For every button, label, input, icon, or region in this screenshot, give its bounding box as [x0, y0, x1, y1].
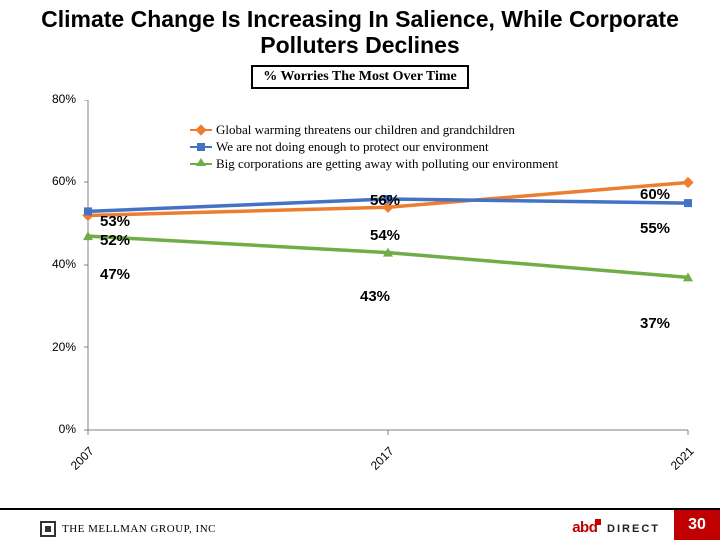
legend-label: Global warming threatens our children an…	[216, 122, 515, 138]
line-chart: 80% 60% 40% 20% 0%	[40, 100, 700, 480]
slide-title: Climate Change Is Increasing In Salience…	[0, 0, 720, 59]
legend-label: We are not doing enough to protect our e…	[216, 139, 489, 155]
mellman-logo: THE MELLMAN GROUP, INC	[40, 521, 216, 537]
legend-label: Big corporations are getting away with p…	[216, 156, 558, 172]
mellman-logo-text: THE MELLMAN GROUP, INC	[62, 523, 216, 535]
data-label: 47%	[100, 266, 130, 283]
abd-direct-logo: abd DIRECT	[572, 519, 660, 536]
data-label: 56%	[370, 192, 400, 209]
mellman-logo-glyph	[40, 521, 56, 537]
legend-item-big-corp: Big corporations are getting away with p…	[190, 156, 558, 172]
data-label: 37%	[640, 315, 670, 332]
chart-legend: Global warming threatens our children an…	[190, 122, 558, 173]
abd-square-icon	[595, 519, 601, 525]
direct-text: DIRECT	[607, 523, 660, 535]
data-label: 60%	[640, 186, 670, 203]
legend-item-global-warming: Global warming threatens our children an…	[190, 122, 558, 138]
abd-text: abd	[572, 519, 597, 536]
data-label: 53%	[100, 213, 130, 230]
data-label: 43%	[360, 288, 390, 305]
data-label: 54%	[370, 227, 400, 244]
page-number: 30	[674, 510, 720, 540]
legend-item-not-enough-env: We are not doing enough to protect our e…	[190, 139, 558, 155]
data-label: 52%	[100, 232, 130, 249]
data-label: 55%	[640, 220, 670, 237]
subtitle-box: % Worries The Most Over Time	[251, 65, 469, 89]
slide-footer: THE MELLMAN GROUP, INC abd DIRECT 30	[0, 510, 720, 540]
